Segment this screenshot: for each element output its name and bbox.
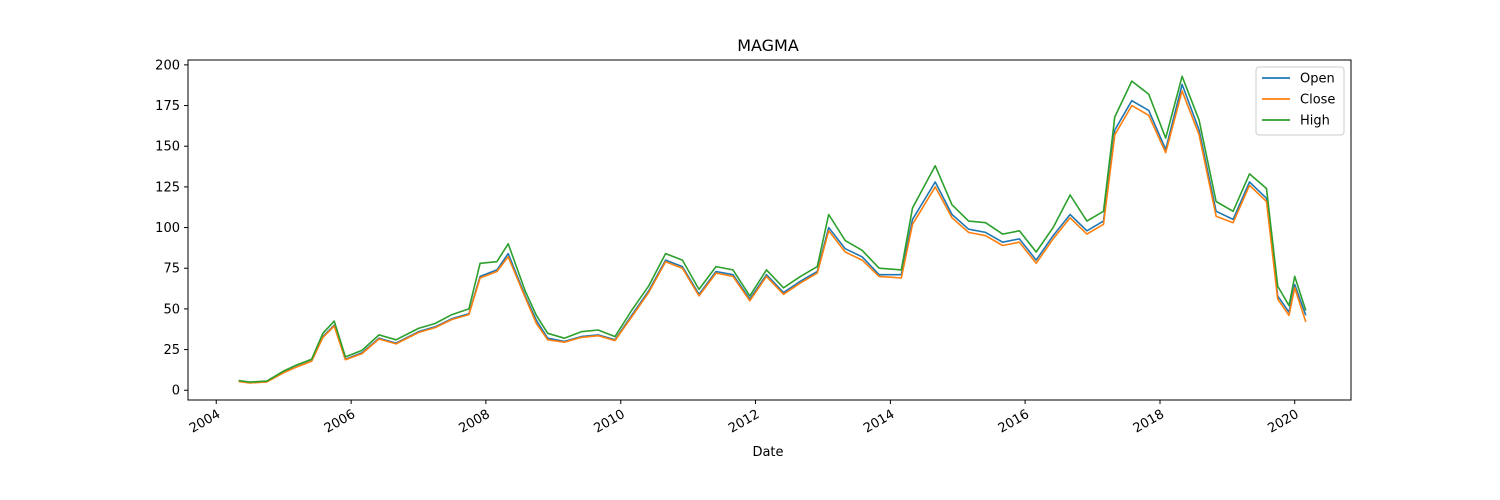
y-tick-label: 150: [155, 140, 180, 155]
y-tick-label: 175: [155, 99, 180, 114]
plot-lines: [238, 75, 1307, 384]
y-axis: 0 25 50 75 100 125 150 175 200: [155, 58, 188, 399]
series-line-high: [238, 75, 1307, 383]
y-tick-label: 50: [163, 302, 180, 317]
legend-label-high: High: [1300, 114, 1330, 129]
legend-label-open: Open: [1300, 72, 1335, 87]
legend: Open Close High: [1255, 66, 1345, 136]
legend-label-close: Close: [1300, 93, 1335, 108]
y-tick-label: 100: [155, 221, 180, 236]
chart-title: MAGMA: [737, 36, 799, 55]
y-tick-label: 0: [172, 384, 180, 399]
y-tick-label: 25: [163, 343, 180, 358]
y-tick-label: 75: [163, 262, 180, 277]
y-tick-label: 125: [155, 180, 180, 195]
plot-frame: [187, 59, 1352, 401]
series-line-close: [238, 90, 1307, 384]
legend-box: [1255, 66, 1345, 136]
y-tick-label: 200: [155, 58, 180, 73]
x-axis-title: Date: [752, 445, 783, 460]
